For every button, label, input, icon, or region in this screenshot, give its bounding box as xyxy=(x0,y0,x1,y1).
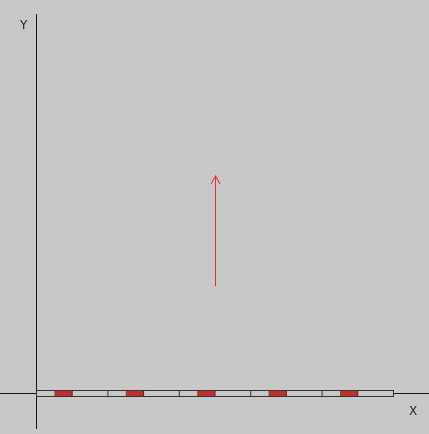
bar-marker xyxy=(125,391,144,396)
segmented-bar xyxy=(36,390,394,397)
y-axis-label: Y xyxy=(19,18,28,32)
vector-arrowhead xyxy=(210,174,221,185)
arrow-up-icon xyxy=(210,174,221,286)
bar-marker xyxy=(54,391,73,396)
bar-marker xyxy=(197,391,215,396)
x-axis-label: X xyxy=(409,404,417,418)
bar-marker xyxy=(268,391,287,396)
bar-marker xyxy=(339,391,358,396)
